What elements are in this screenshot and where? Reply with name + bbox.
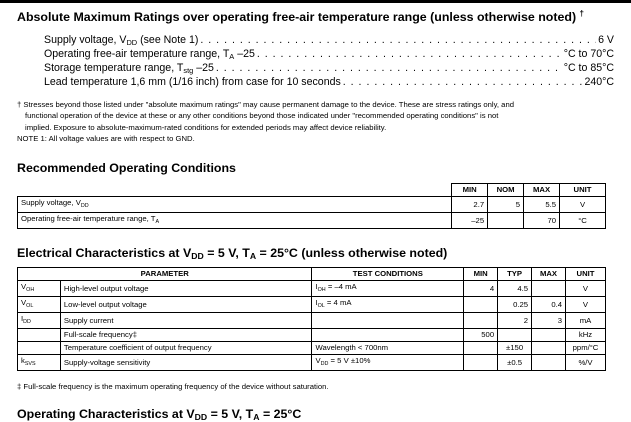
rating-row: Supply voltage, VDD (see Note 1). . . . … — [44, 34, 614, 47]
table-row: Full-scale frequency‡ 500 kHz — [17, 328, 606, 342]
table-row: VOH High-level output voltage IOH = –4 m… — [17, 280, 606, 297]
note-1: NOTE 1: All voltage values are with resp… — [17, 134, 195, 144]
table-header-row: MIN NOM MAX UNIT — [17, 183, 606, 197]
electrical-characteristics-table: PARAMETER TEST CONDITIONS MIN TYP MAX UN… — [16, 267, 606, 371]
section-title-recommended: Recommended Operating Conditions — [17, 161, 236, 175]
footnote-dagger: † Stresses beyond those listed under "ab… — [17, 100, 515, 109]
section-title-operating: Operating Characteristics at VDD = 5 V, … — [17, 407, 302, 422]
footnote-dagger-cont: implied. Exposure to absolute-maximum-ra… — [25, 122, 387, 132]
table-row: Temperature coefficient of output freque… — [17, 341, 606, 355]
table-header-row: PARAMETER TEST CONDITIONS MIN TYP MAX UN… — [16, 267, 606, 281]
table-row: Supply voltage, VDD 2.7 5 5.5 V — [16, 196, 606, 213]
rating-row: Operating free-air temperature range, TA… — [44, 48, 614, 61]
section-title-absolute-max: Absolute Maximum Ratings over operating … — [17, 9, 584, 25]
section-title-electrical: Electrical Characteristics at VDD = 5 V,… — [17, 246, 448, 261]
ratings-list: Supply voltage, VDD (see Note 1). . . . … — [44, 33, 614, 89]
table-row: kSVS Supply-voltage sensitivity VDD = 5 … — [17, 354, 606, 371]
footnote-double-dagger: ‡ Full-scale frequency is the maximum op… — [17, 382, 329, 391]
top-rule — [0, 0, 631, 3]
footnote-dagger-cont: functional operation of the device at th… — [25, 111, 499, 121]
rating-row: Lead temperature 1,6 mm (1/16 inch) from… — [44, 76, 614, 88]
table-row: IDD Supply current 2 3 mA — [17, 312, 606, 329]
rating-row: Storage temperature range, Tstg –25. . .… — [44, 62, 614, 75]
footnotes: † Stresses beyond those listed under "ab… — [17, 99, 617, 145]
table-row: VOL Low-level output voltage IOL = 4 mA … — [17, 296, 606, 313]
recommended-conditions-table: MIN NOM MAX UNIT Supply voltage, VDD 2.7… — [16, 183, 606, 229]
table-row: Operating free-air temperature range, TA… — [16, 212, 606, 229]
